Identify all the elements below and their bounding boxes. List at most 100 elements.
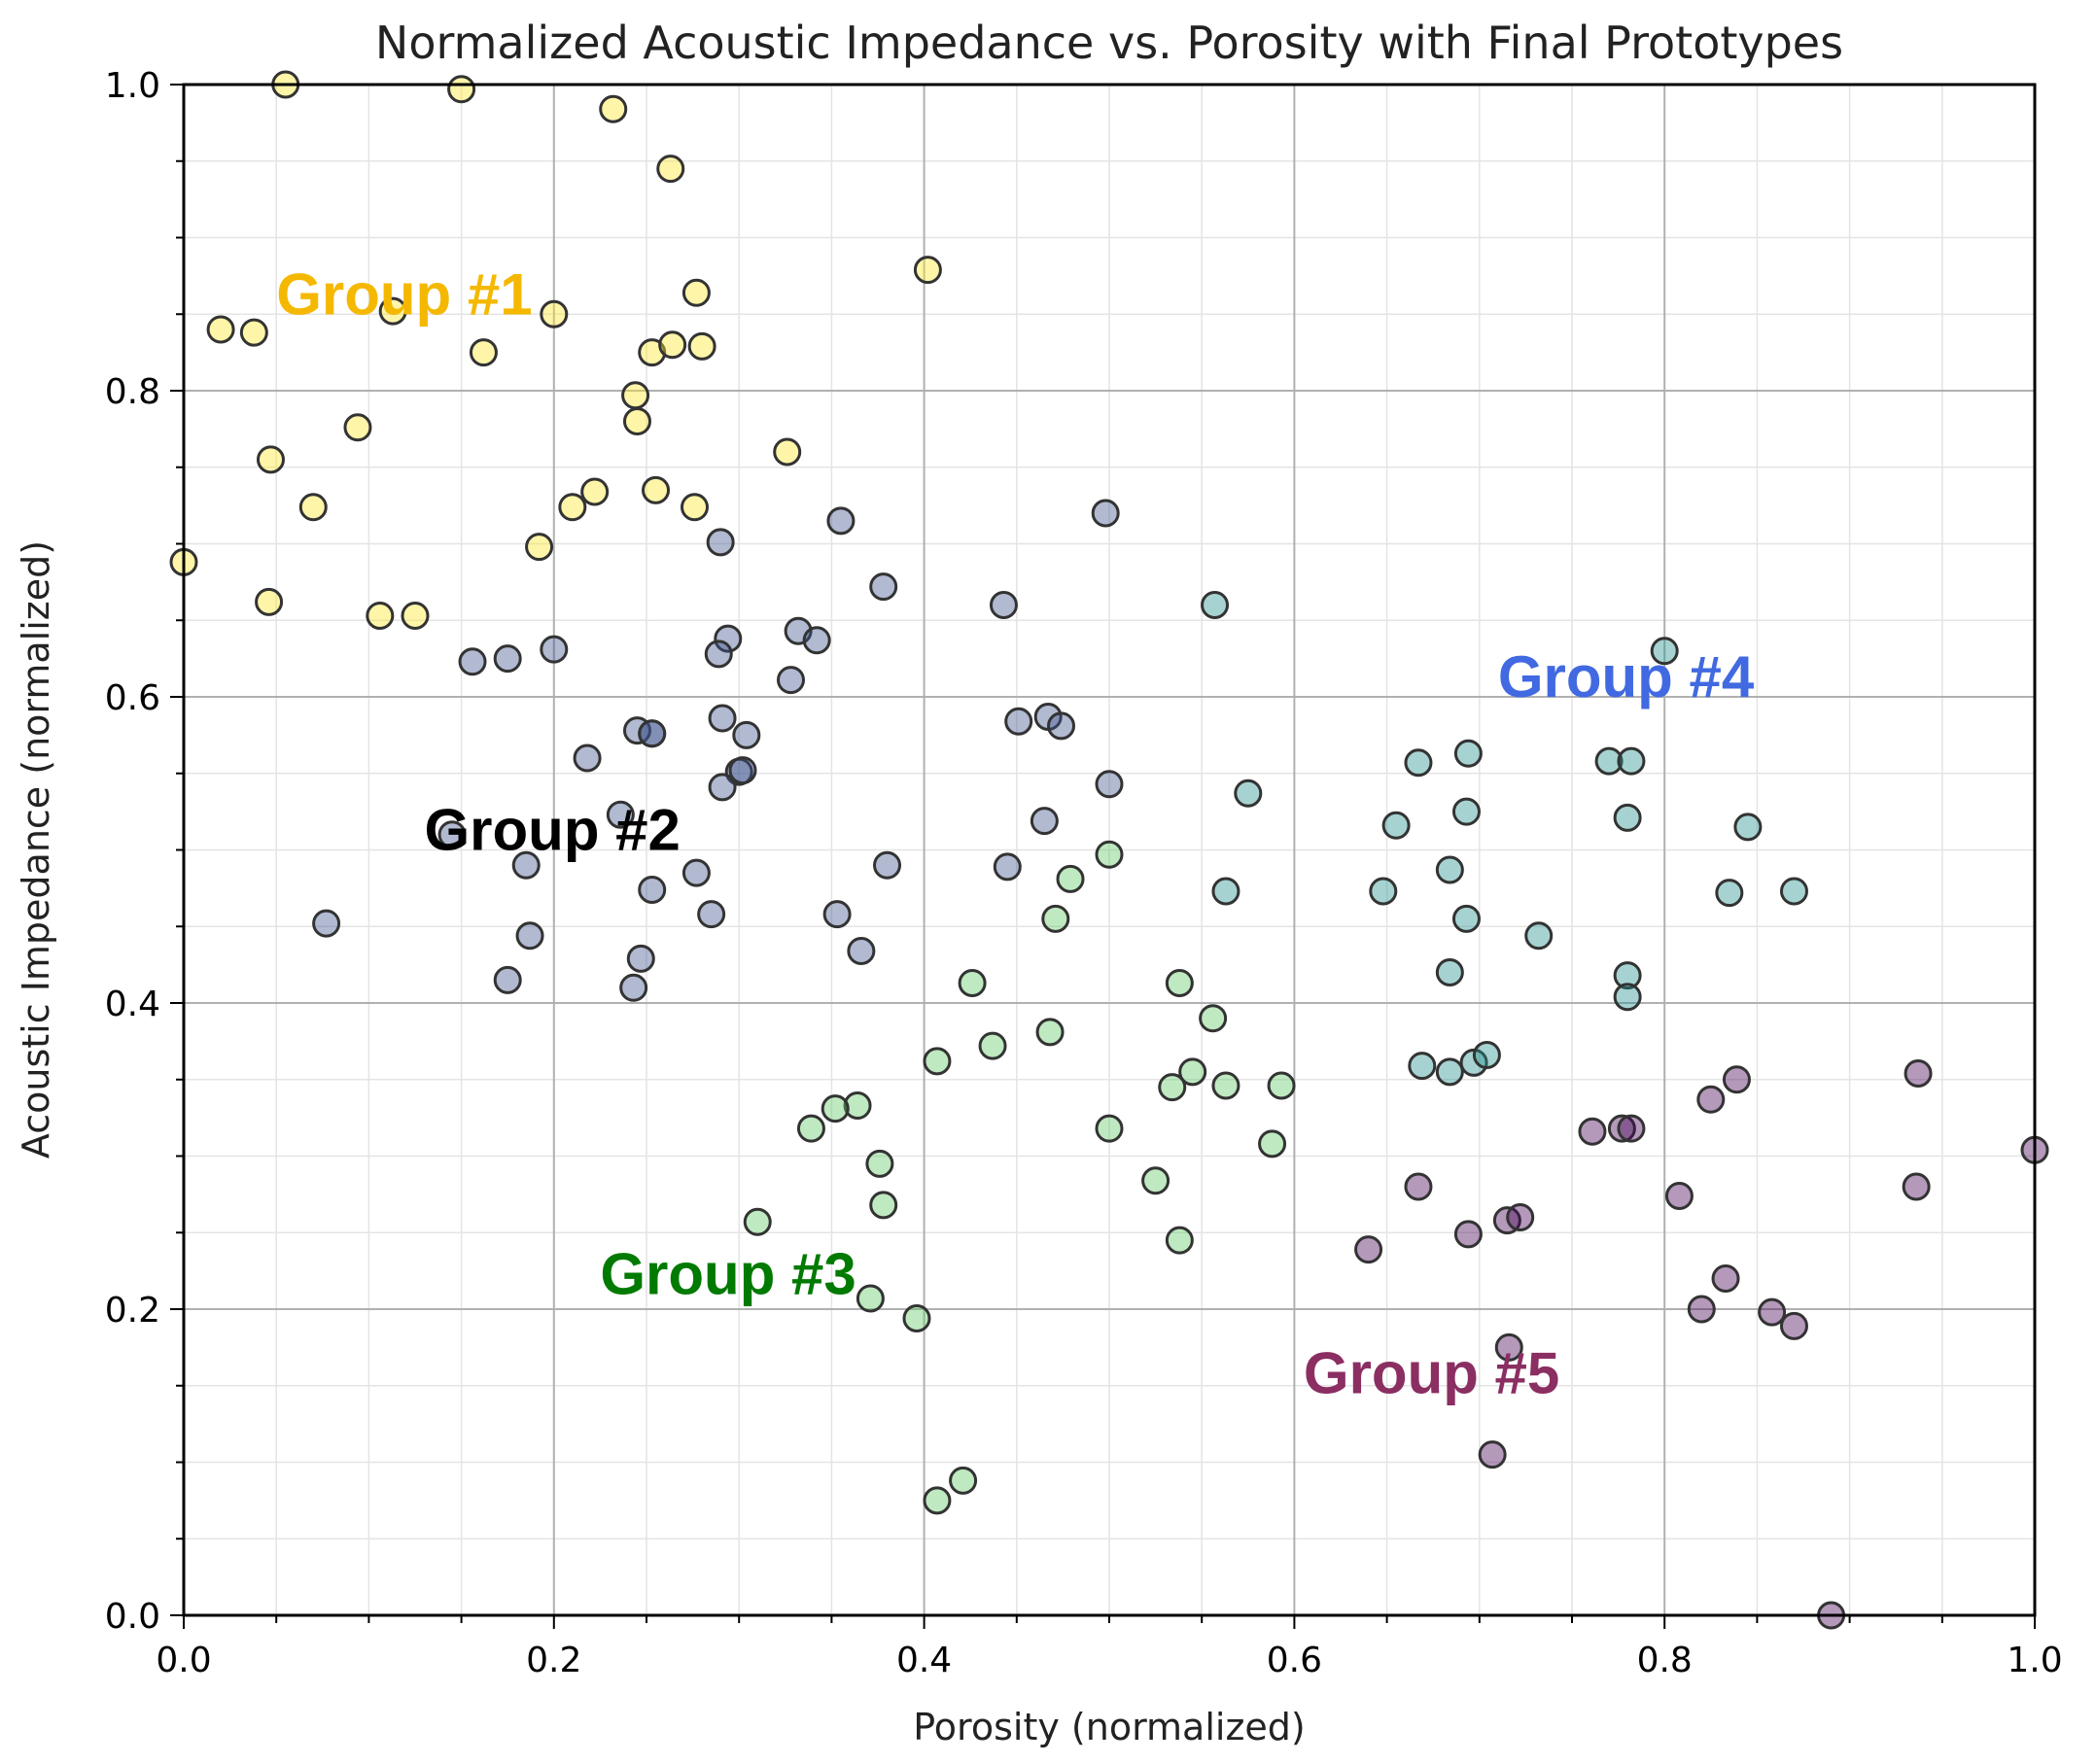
data-point-group-4 xyxy=(1472,1041,1501,1070)
data-point-group-2 xyxy=(638,719,667,748)
data-point-group-5 xyxy=(1758,1297,1787,1327)
data-point-group-4 xyxy=(1451,797,1481,826)
data-point-group-2 xyxy=(708,773,737,802)
data-point-group-2 xyxy=(873,850,902,880)
data-point-group-1 xyxy=(298,493,328,522)
data-point-group-4 xyxy=(1733,813,1763,842)
data-point-group-4 xyxy=(1451,904,1481,933)
data-point-group-4 xyxy=(1435,1057,1464,1087)
data-point-group-3 xyxy=(1165,1226,1194,1255)
group-labels: Group #1 Group #2 Group #3 Group #4 Group #5 xyxy=(276,261,1755,1405)
data-point-group-4 xyxy=(1613,803,1642,832)
data-point-group-3 xyxy=(978,1031,1007,1060)
data-point-group-4 xyxy=(1524,921,1554,951)
data-point-group-2 xyxy=(1091,499,1120,528)
data-point-group-3 xyxy=(902,1303,931,1332)
data-points xyxy=(169,70,2049,1630)
data-point-group-1 xyxy=(687,331,716,361)
data-point-group-2 xyxy=(732,720,761,749)
data-point-group-1 xyxy=(525,533,554,562)
data-point-group-1 xyxy=(656,155,685,184)
data-point-group-5 xyxy=(1696,1085,1726,1114)
data-point-group-1 xyxy=(681,493,710,522)
data-point-group-1 xyxy=(913,256,942,285)
group-4-label: Group #4 xyxy=(1498,644,1755,709)
data-point-group-2 xyxy=(312,909,341,938)
data-point-group-2 xyxy=(1030,807,1059,836)
data-point-group-3 xyxy=(796,1114,825,1143)
data-point-group-2 xyxy=(681,858,711,887)
data-point-group-5 xyxy=(1494,1332,1523,1362)
data-point-group-1 xyxy=(378,296,407,326)
data-point-group-1 xyxy=(681,278,711,307)
data-point-group-5 xyxy=(1722,1065,1751,1094)
data-point-group-2 xyxy=(704,640,733,669)
x-tick-label: 0.8 xyxy=(1637,1641,1693,1680)
data-point-group-4 xyxy=(1779,877,1808,906)
data-point-group-1 xyxy=(469,338,498,367)
data-point-group-3 xyxy=(1211,1071,1240,1100)
data-point-group-2 xyxy=(822,900,852,929)
data-point-group-2 xyxy=(989,591,1018,619)
x-axis-label: Porosity (normalized) xyxy=(913,1706,1305,1748)
data-point-group-1 xyxy=(658,330,687,360)
data-point-group-4 xyxy=(1201,591,1230,619)
data-point-group-1 xyxy=(599,94,628,123)
data-point-group-2 xyxy=(458,647,487,676)
data-point-group-5 xyxy=(1607,1114,1636,1143)
data-point-group-3 xyxy=(1035,1018,1065,1047)
data-point-group-3 xyxy=(1165,969,1194,998)
data-point-group-5 xyxy=(1478,1440,1507,1470)
data-point-group-5 xyxy=(1904,1058,1933,1088)
data-point-group-3 xyxy=(865,1149,894,1178)
data-point-group-4 xyxy=(1453,739,1483,768)
data-point-group-2 xyxy=(708,704,737,733)
y-tick-label: 0.0 xyxy=(105,1597,160,1637)
data-point-group-1 xyxy=(366,602,395,631)
y-tick-label: 0.4 xyxy=(105,985,160,1024)
data-point-group-3 xyxy=(1095,840,1124,869)
data-point-group-3 xyxy=(1258,1129,1287,1159)
y-axis-label: Acoustic Impedance (normalized) xyxy=(15,540,57,1159)
data-point-group-1 xyxy=(580,477,610,506)
data-point-group-4 xyxy=(1435,855,1464,884)
group-1-label: Group #1 xyxy=(276,261,532,327)
data-point-group-4 xyxy=(1650,637,1679,666)
data-point-group-1 xyxy=(558,493,587,522)
data-point-group-2 xyxy=(1046,711,1075,741)
data-point-group-4 xyxy=(1211,877,1240,906)
data-point-group-2 xyxy=(802,626,831,655)
data-point-group-3 xyxy=(1158,1073,1187,1102)
data-point-group-2 xyxy=(437,820,467,849)
data-point-group-4 xyxy=(1613,983,1642,1012)
group-5-label: Group #5 xyxy=(1304,1341,1559,1406)
data-point-group-1 xyxy=(239,318,268,347)
data-point-group-1 xyxy=(343,413,372,442)
data-point-group-2 xyxy=(511,850,541,880)
data-point-group-1 xyxy=(621,381,650,410)
x-tick-label: 1.0 xyxy=(2007,1641,2062,1680)
data-point-group-4 xyxy=(1617,746,1646,776)
data-point-group-1 xyxy=(540,299,569,329)
data-point-group-3 xyxy=(821,1094,850,1124)
data-point-group-1 xyxy=(206,315,235,344)
data-point-group-4 xyxy=(1435,958,1464,986)
data-point-group-2 xyxy=(619,973,648,1002)
data-point-group-3 xyxy=(1056,864,1085,893)
data-point-group-2 xyxy=(706,528,735,557)
data-point-group-2 xyxy=(515,921,544,951)
data-point-group-3 xyxy=(1199,1004,1228,1033)
data-point-group-4 xyxy=(1594,746,1624,776)
data-point-group-1 xyxy=(256,445,285,474)
data-point-group-2 xyxy=(714,624,743,653)
data-point-group-5 xyxy=(1687,1295,1716,1324)
data-point-group-1 xyxy=(642,475,671,504)
data-point-group-5 xyxy=(1664,1181,1694,1210)
data-point-group-2 xyxy=(573,744,602,773)
data-point-group-1 xyxy=(401,602,430,631)
y-tick-label: 0.8 xyxy=(105,372,160,412)
group-2-label: Group #2 xyxy=(425,798,681,863)
data-point-group-2 xyxy=(728,756,757,785)
data-point-group-3 xyxy=(958,969,987,998)
group-3-label: Group #3 xyxy=(600,1241,856,1306)
